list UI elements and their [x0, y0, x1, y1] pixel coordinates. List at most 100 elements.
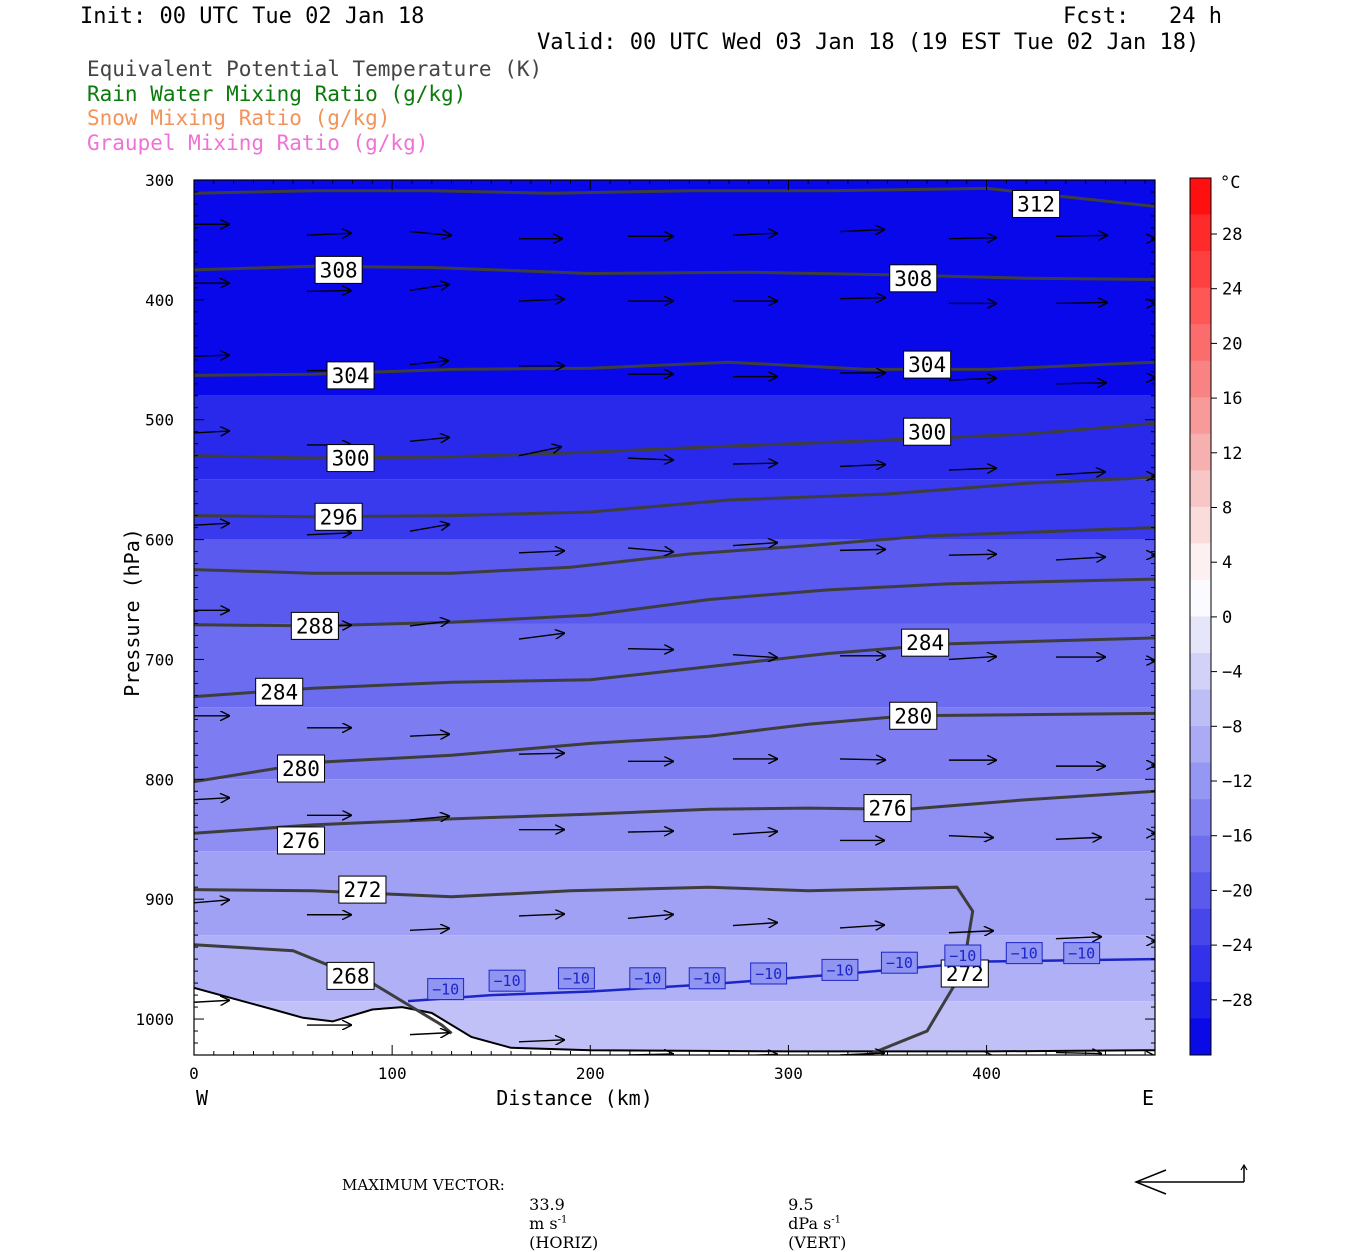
wind-vector — [839, 925, 885, 928]
temperature-band — [194, 851, 1155, 936]
x-axis-title: Distance (km) — [496, 1086, 653, 1110]
isotherm-label-box — [688, 967, 726, 990]
wind-vector — [409, 284, 450, 291]
theta-e-label: 300 — [332, 447, 370, 471]
wind-vector — [1055, 472, 1106, 475]
max-vector-vert: 9.5 dPa s-1 (VERT) — [778, 1176, 846, 1252]
colorbar-swatch — [1190, 579, 1211, 617]
wind-vector — [1055, 837, 1102, 839]
colorbar-swatch — [1190, 1018, 1211, 1056]
terrain-area — [194, 987, 1155, 1055]
colorbar-swatch — [1190, 689, 1211, 727]
colorbar-unit: °C — [1220, 173, 1240, 193]
colorbar-label: 8 — [1222, 499, 1232, 519]
x-tick-label: 300 — [774, 1064, 803, 1083]
theta-e-label-box — [889, 701, 938, 730]
colorbar-swatch — [1190, 653, 1211, 691]
theta-e-label: 272 — [343, 878, 381, 902]
y-tick-label: 600 — [145, 531, 174, 550]
theta-e-label: 300 — [908, 420, 946, 444]
wind-vector — [1055, 235, 1108, 236]
theta-e-label: 308 — [894, 267, 932, 291]
isotherm-label-box — [557, 967, 595, 990]
wind-vector — [409, 734, 450, 736]
isotherm-label-box — [880, 951, 918, 974]
theta-e-label: 280 — [282, 757, 320, 781]
colorbar-label: −28 — [1222, 991, 1253, 1011]
theta-e-label: 280 — [894, 704, 932, 728]
wind-vector — [518, 299, 565, 301]
y-tick-label: 1000 — [135, 1010, 174, 1029]
colorbar-swatch — [1190, 214, 1211, 252]
theta-e-label-box — [903, 350, 952, 379]
wind-vector — [1055, 383, 1107, 384]
isotherm-label-box — [629, 967, 667, 990]
horiz-exp: -1 — [557, 1214, 568, 1226]
theta-e-label: 288 — [296, 614, 334, 638]
theta-e-label-box — [863, 794, 912, 823]
isotherm-label-box — [488, 969, 526, 992]
wind-vector — [627, 548, 674, 552]
isotherm-label: −10 — [694, 970, 721, 988]
vert-tag: (VERT) — [788, 1233, 847, 1252]
theta-e-label: 284 — [906, 631, 944, 655]
colorbar-swatch — [1190, 945, 1211, 983]
plot-frame — [193, 179, 1156, 1056]
axes: 300 400 500 600 700 800 900 1000 0 100 200 300 400 Di… — [120, 171, 1156, 1110]
colorbar-swatch — [1190, 872, 1211, 910]
colorbar-swatch — [1190, 762, 1211, 800]
y-tick-label: 800 — [145, 770, 174, 789]
theta-e-contour-line — [194, 526, 1155, 575]
colorbar-label: 4 — [1222, 553, 1232, 573]
isotherm-label: −10 — [1068, 945, 1095, 963]
colorbar-swatch — [1190, 835, 1211, 873]
isotherm-label-box — [750, 962, 788, 985]
wind-vector — [194, 1000, 230, 1002]
x-end-label-east: E — [1142, 1086, 1154, 1110]
theta-e-label: 284 — [260, 680, 298, 704]
max-vector-arrow-icon — [1133, 1163, 1248, 1195]
wind-vector — [194, 798, 230, 800]
wind-vector — [1055, 302, 1108, 303]
horiz-value: 33.9 — [529, 1195, 565, 1214]
legend-graupel: Graupel Mixing Ratio (g/kg) — [87, 131, 429, 155]
colorbar-swatch — [1190, 908, 1211, 946]
max-vector-label: MAXIMUM VECTOR: — [342, 1176, 505, 1194]
x-end-label-west: W — [196, 1086, 209, 1110]
isotherm-label: −10 — [1011, 945, 1038, 963]
y-tick-label: 300 — [145, 171, 174, 190]
colorbar-label: 0 — [1222, 608, 1232, 628]
wind-vector — [306, 290, 352, 291]
theta-e-label-box — [338, 875, 387, 904]
theta-e-label-box — [901, 628, 950, 657]
wind-vector — [409, 621, 450, 626]
isotherm-label-box — [427, 978, 465, 1001]
isotherm-label: −10 — [494, 972, 521, 990]
theta-e-contour-line — [194, 186, 1155, 208]
x-tick-label: 200 — [576, 1064, 605, 1083]
wind-vector — [194, 431, 230, 433]
colorbar-label: −8 — [1222, 717, 1242, 737]
wind-vector — [627, 458, 674, 460]
horiz-unit: m s — [529, 1214, 558, 1233]
wind-vector — [732, 655, 778, 658]
legend-snow: Snow Mixing Ratio (g/kg) — [87, 106, 391, 130]
theta-e-label: 276 — [869, 797, 907, 821]
wind-vector — [839, 464, 886, 466]
wind-vector — [409, 816, 450, 820]
theta-e-label: 304 — [332, 364, 370, 388]
temperature-band — [194, 539, 1155, 624]
theta-e-label-box — [314, 255, 363, 284]
isotherm-label: −10 — [886, 954, 913, 972]
vert-unit: dPa s — [788, 1214, 832, 1233]
wind-vector — [1055, 937, 1102, 939]
temperature-band — [194, 707, 1155, 780]
theta-e-label: 296 — [320, 505, 358, 529]
colorbar-label: −12 — [1222, 772, 1253, 792]
isotherm-label: −10 — [826, 961, 853, 979]
colorbar-label: −16 — [1222, 827, 1253, 847]
wind-vector — [948, 931, 994, 933]
x-tick-label: 100 — [378, 1064, 407, 1083]
theta-e-label-box — [276, 754, 326, 783]
colorbar-swatch — [1190, 470, 1211, 508]
